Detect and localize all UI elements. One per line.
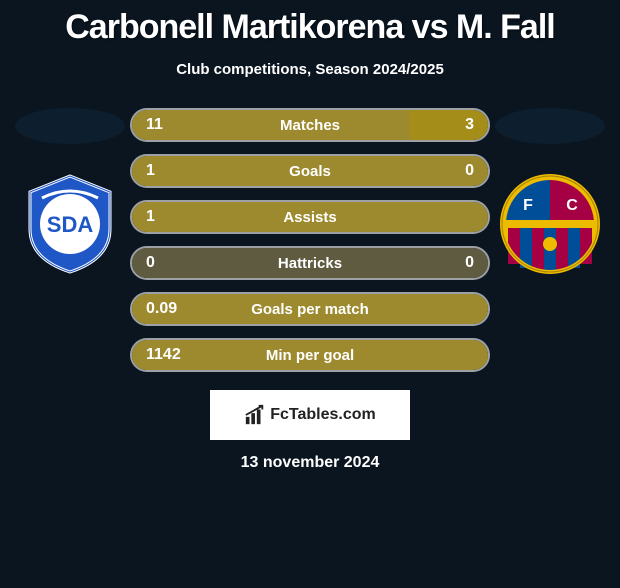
stat-bar: 113Matches [130, 108, 490, 142]
stat-bar: 1142Min per goal [130, 338, 490, 372]
stat-bar: 10Goals [130, 154, 490, 188]
shadow-ellipse-right [495, 108, 605, 144]
date-text: 13 november 2024 [0, 454, 620, 472]
stat-label: Min per goal [132, 347, 488, 364]
stat-label: Hattricks [132, 255, 488, 272]
stat-label: Matches [132, 117, 488, 134]
stat-label: Assists [132, 209, 488, 226]
right-club-column: F C [490, 108, 610, 274]
stat-label: Goals per match [132, 301, 488, 318]
stat-label: Goals [132, 163, 488, 180]
left-club-logo: SDA [20, 174, 120, 274]
right-club-logo: F C [500, 174, 600, 274]
left-club-column: SDA [10, 108, 130, 274]
svg-text:F: F [523, 197, 533, 214]
brand-box[interactable]: FcTables.com [210, 390, 410, 440]
svg-text:SDA: SDA [47, 212, 94, 237]
comparison-content: SDA 113Matches 10Goals 1Assists 00Hattricks… [0, 108, 620, 372]
brand-icon [244, 404, 266, 426]
page-subtitle: Club competitions, Season 2024/2025 [0, 61, 620, 78]
stat-bar: 0.09Goals per match [130, 292, 490, 326]
stat-bar: 1Assists [130, 200, 490, 234]
shadow-ellipse-left [15, 108, 125, 144]
svg-text:C: C [566, 197, 578, 214]
stat-bars: 113Matches 10Goals 1Assists 00Hattricks 0.09… [130, 108, 490, 372]
stat-bar: 00Hattricks [130, 246, 490, 280]
brand-text: FcTables.com [270, 406, 376, 424]
page-title: Carbonell Martikorena vs M. Fall [0, 8, 620, 47]
